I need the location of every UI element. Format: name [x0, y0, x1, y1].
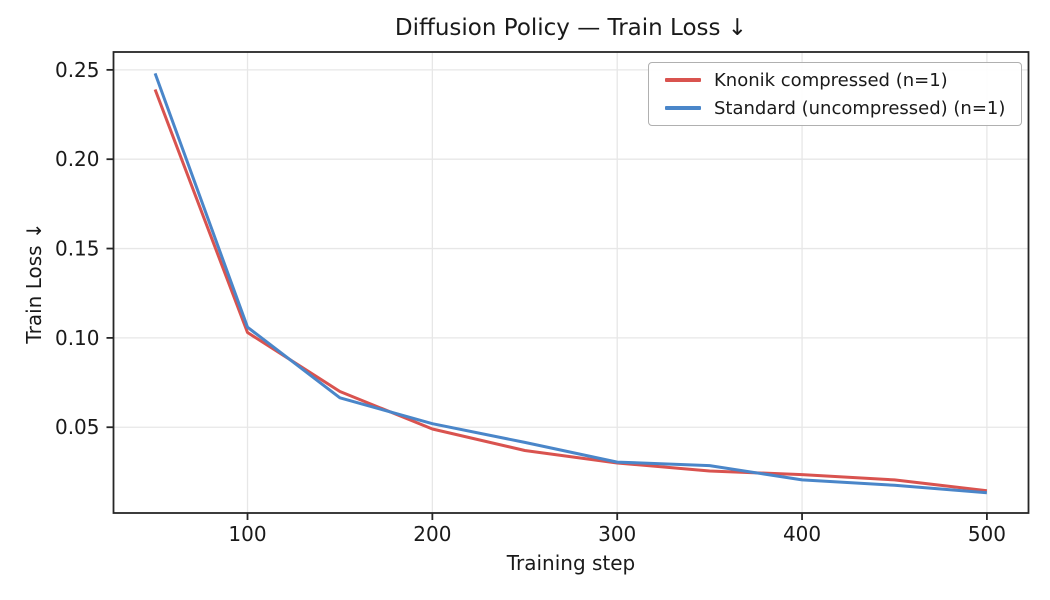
- legend-label-1: Standard (uncompressed) (n=1): [714, 97, 1006, 119]
- axes-spines: [112, 51, 1030, 514]
- legend-swatch-1: [665, 106, 701, 110]
- x-tick-label: 200: [413, 522, 451, 546]
- axes-layer: 100 200 300 400 500 0.05 0.10 0.15 0.20 0.25: [55, 51, 1030, 546]
- y-tick-label: 0.10: [55, 326, 100, 350]
- legend-label-0: Knonik compressed (n=1): [714, 69, 948, 91]
- series-line-0: [153, 88, 988, 493]
- x-tick-label: 300: [598, 522, 636, 546]
- series-line-1: [153, 72, 988, 495]
- y-tick-label: 0.05: [55, 415, 100, 439]
- series-layer: [153, 72, 988, 495]
- legend-item-0: Knonik compressed (n=1): [665, 70, 1013, 91]
- x-tick-label: 400: [783, 522, 821, 546]
- y-tick-label: 0.25: [55, 58, 100, 82]
- legend-swatch-0: [665, 78, 701, 82]
- legend-item-1: Standard (uncompressed) (n=1): [665, 98, 1013, 119]
- legend: Knonik compressed (n=1) Standard (uncompr…: [648, 62, 1022, 126]
- x-axis-label: Training step: [506, 551, 636, 575]
- chart-title: Diffusion Policy — Train Loss ↓: [395, 15, 747, 41]
- x-tick-label: 500: [968, 522, 1006, 546]
- y-axis-label: Train Loss ↓: [22, 222, 46, 344]
- y-tick-label: 0.15: [55, 237, 100, 261]
- x-tick-label: 100: [228, 522, 266, 546]
- y-tick-label: 0.20: [55, 147, 100, 171]
